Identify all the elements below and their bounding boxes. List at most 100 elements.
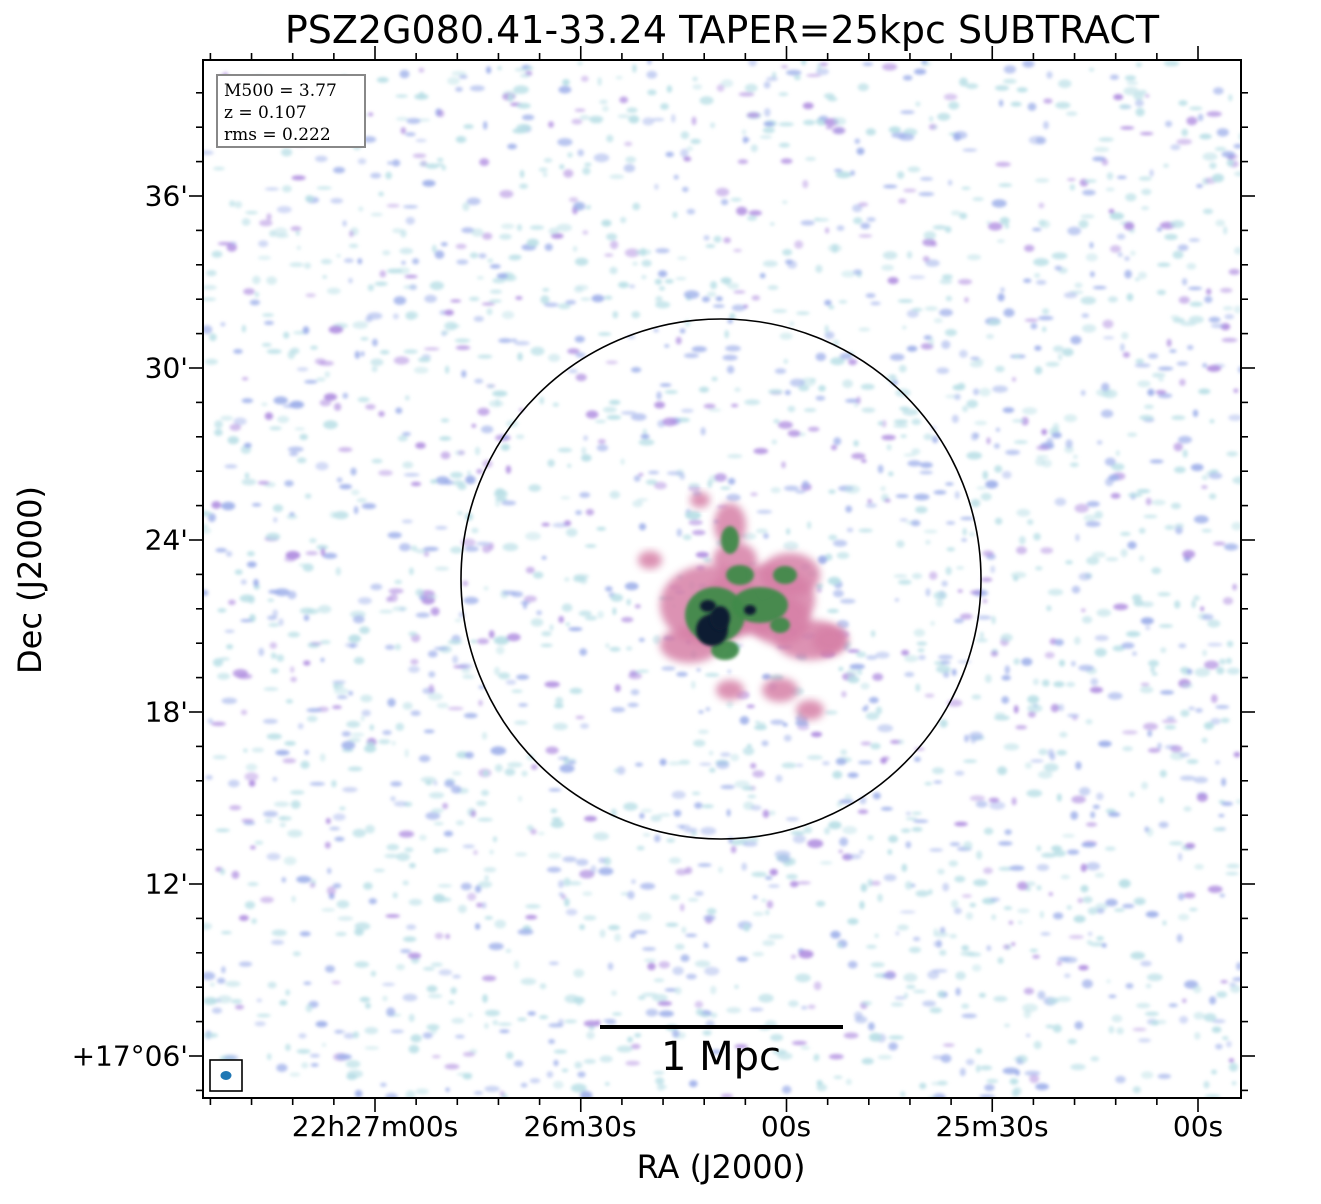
noise-speckle [395,116,409,121]
noise-speckle [1102,319,1114,329]
noise-speckle [507,143,517,150]
noise-speckle [379,270,387,278]
noise-speckle [937,990,946,998]
noise-speckle [290,666,295,673]
noise-speckle [1081,979,1093,989]
noise-speckle [519,169,525,179]
noise-speckle [1233,388,1239,393]
noise-speckle [541,631,552,637]
noise-speckle [746,112,760,118]
noise-speckle [883,184,898,189]
noise-speckle [1195,708,1203,713]
noise-speckle [815,264,823,273]
noise-speckle [941,580,948,587]
noise-speckle [379,350,390,355]
noise-speckle [1141,188,1152,196]
noise-speckle [597,77,602,86]
noise-speckle [1192,409,1199,418]
noise-speckle [246,551,255,557]
noise-speckle [480,425,494,434]
noise-speckle [763,81,771,89]
noise-speckle [922,1000,936,1007]
noise-speckle [1173,442,1183,452]
noise-speckle [1096,440,1103,445]
noise-speckle [471,423,477,428]
noise-speckle [782,1085,792,1094]
noise-speckle [1140,601,1154,608]
noise-speckle [599,929,606,938]
noise-speckle [1207,619,1221,628]
noise-speckle [941,274,953,280]
noise-speckle [405,1090,416,1098]
noise-speckle [412,153,427,159]
noise-speckle [795,973,811,983]
noise-speckle [896,540,905,548]
axes-frame [202,59,1242,1099]
noise-speckle [836,552,850,559]
noise-speckle [1011,942,1016,946]
noise-speckle [277,415,290,424]
noise-speckle [990,565,996,574]
noise-speckle [357,597,372,605]
noise-speckle [468,296,480,302]
noise-speckle [1188,706,1195,711]
noise-speckle [304,262,311,269]
noise-speckle [1013,440,1028,444]
noise-speckle [1073,915,1086,923]
noise-speckle [750,805,762,811]
noise-speckle [1013,1087,1022,1096]
noise-speckle [360,337,369,341]
noise-speckle [1193,1012,1205,1020]
noise-speckle [734,780,750,789]
noise-speckle [1210,323,1225,329]
noise-speckle [331,980,341,985]
noise-speckle [448,1000,455,1005]
noise-speckle [1206,288,1212,295]
noise-speckle [805,156,817,161]
noise-speckle [310,345,318,350]
noise-speckle [1033,258,1049,267]
noise-speckle [853,440,859,447]
noise-speckle [415,442,426,449]
noise-speckle [742,746,755,756]
noise-speckle [1073,454,1078,459]
noise-speckle [445,1087,450,1093]
noise-speckle [847,772,859,778]
noise-speckle [477,817,493,822]
noise-speckle [452,655,459,664]
noise-speckle [1027,102,1037,111]
noise-speckle [425,780,433,786]
noise-speckle [666,471,683,476]
noise-speckle [229,805,242,811]
noise-speckle [965,912,974,920]
noise-speckle [385,1093,398,1098]
noise-speckle [1178,913,1190,921]
noise-speckle [923,529,938,534]
noise-speckle [467,470,472,476]
noise-speckle [565,528,578,537]
noise-speckle [930,241,938,247]
noise-speckle [287,829,303,838]
noise-speckle [608,924,620,931]
noise-speckle [845,1078,852,1085]
noise-speckle [517,928,534,936]
noise-speckle [997,957,1004,964]
noise-speckle [477,407,490,416]
noise-speckle [868,696,879,704]
noise-speckle [953,133,962,141]
noise-speckle [1109,74,1119,80]
noise-speckle [322,552,338,559]
noise-speckle [243,821,256,826]
noise-speckle [1186,263,1197,270]
noise-speckle [548,1039,555,1044]
noise-speckle [877,893,883,903]
noise-speckle [387,698,396,707]
noise-speckle [1036,864,1050,871]
noise-speckle [357,258,363,265]
x-tick-label: 22h27m00s [291,1110,459,1143]
noise-speckle [746,704,755,709]
noise-speckle [463,712,478,719]
noise-speckle [1176,933,1183,943]
noise-speckle [580,75,589,82]
noise-speckle [404,748,409,758]
